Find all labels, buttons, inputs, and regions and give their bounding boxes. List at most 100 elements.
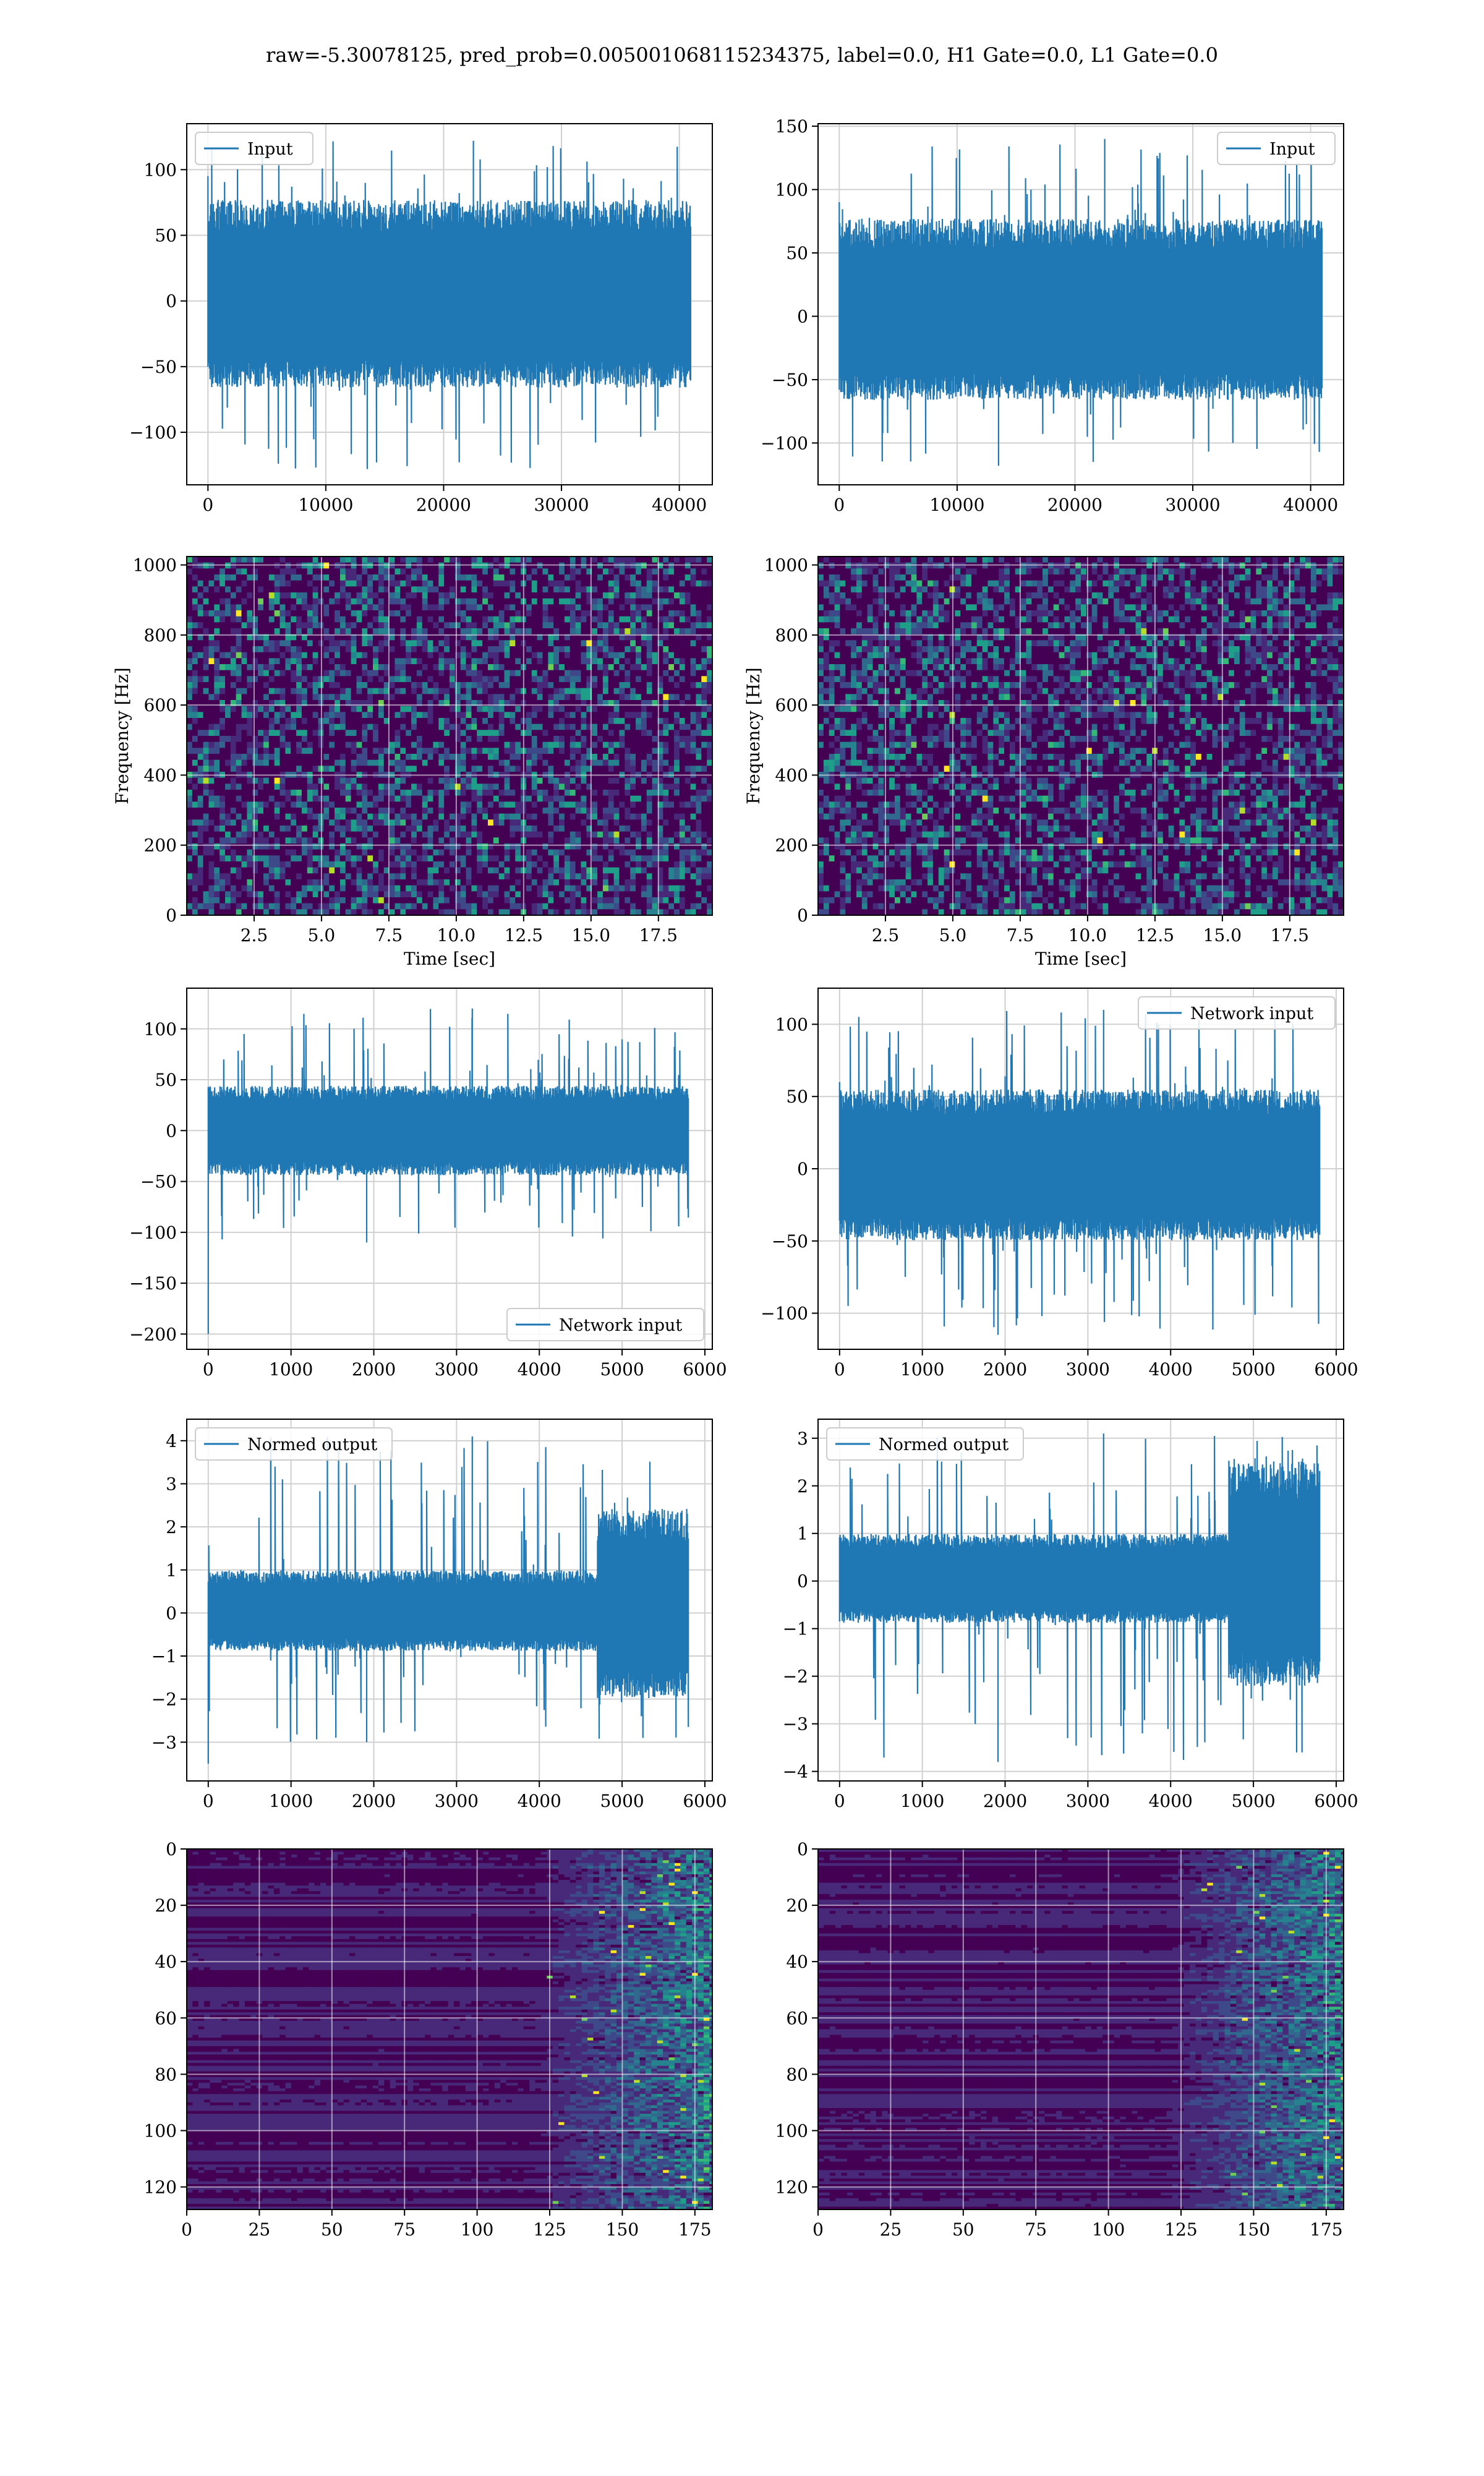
l1-network-input-xtick-label: 2000 (983, 1359, 1027, 1380)
l1-input-ytick-label: 150 (775, 116, 808, 137)
h1-normed-output-xtick-label: 1000 (269, 1791, 313, 1811)
l1-normed-output-ytick-label: −1 (783, 1619, 808, 1639)
h1-feature-map-ytick-label: 20 (155, 1895, 177, 1916)
l1-network-input-xtick-label: 4000 (1149, 1359, 1193, 1380)
h1-normed-output-xtick-label: 6000 (683, 1791, 727, 1811)
h1-feature-map-xtick-label: 100 (461, 2219, 493, 2240)
h1-network-input-xtick-label: 2000 (352, 1359, 396, 1380)
l1-spectrogram-xtick-label: 12.5 (1136, 925, 1174, 946)
h1-network-input-ytick-label: 50 (155, 1070, 177, 1090)
l1-network-input-ytick-label: −50 (772, 1231, 808, 1252)
l1-input-xtick-label: 0 (834, 495, 845, 515)
l1-network-input-ytick-label: −100 (761, 1304, 808, 1324)
h1-network-input-ytick-label: −150 (129, 1273, 177, 1294)
h1-feature-map-xtick-label: 150 (606, 2219, 639, 2240)
h1-normed-output-legend-label: Normed output (247, 1435, 377, 1454)
h1-network-input-xtick-label: 3000 (435, 1359, 479, 1380)
l1-feature-map-xtick-label: 0 (812, 2219, 824, 2240)
l1-network-input-ytick-label: 50 (786, 1086, 808, 1107)
l1-input-ytick-label: 0 (797, 306, 808, 327)
l1-network-input-ytick-label: 100 (775, 1014, 808, 1035)
l1-feature-map-ytick-label: 20 (786, 1895, 808, 1916)
l1-network-input-xtick-label: 0 (834, 1359, 845, 1380)
h1-normed-output-xtick-label: 4000 (518, 1791, 561, 1811)
l1-network-input-ytick-label: 0 (797, 1159, 808, 1179)
l1-spectrogram-xtick-label: 17.5 (1271, 925, 1309, 946)
h1-spectrogram-ytick-label: 800 (144, 625, 177, 646)
l1-spectrogram-xtick-label: 15.0 (1203, 925, 1242, 946)
l1-network-input-series-line (840, 1010, 1320, 1335)
h1-feature-map-xtick-label: 50 (321, 2219, 343, 2240)
l1-feature-map-xtick-label: 25 (880, 2219, 902, 2240)
l1-input-xtick-label: 30000 (1166, 495, 1221, 515)
h1-network-input-ytick-label: 100 (144, 1019, 177, 1039)
h1-normed-output-ytick-label: 4 (166, 1431, 177, 1451)
l1-normed-output-xtick-label: 2000 (983, 1791, 1027, 1811)
h1-normed-output-xtick-label: 3000 (435, 1791, 479, 1811)
h1-feature-map-ytick-label: 120 (144, 2177, 177, 2198)
l1-feature-map-image (818, 1849, 1347, 2210)
l1-feature-map-xtick-label: 75 (1025, 2219, 1047, 2240)
l1-spectrogram-ytick-label: 0 (797, 905, 808, 926)
h1-normed-output-ytick-label: −1 (151, 1646, 177, 1667)
h1-input-ytick-label: 50 (155, 226, 177, 246)
l1-spectrogram-ytick-label: 800 (775, 625, 808, 646)
h1-normed-output-ytick-label: 2 (166, 1517, 177, 1537)
l1-input-legend-label: Input (1269, 140, 1315, 159)
h1-input-legend: Input (195, 132, 313, 164)
l1-spectrogram-xtick-label: 5.0 (939, 925, 967, 946)
l1-input-xtick-label: 20000 (1047, 495, 1102, 515)
l1-feature-map-ytick-label: 60 (786, 2008, 808, 2028)
l1-spectrogram-xtick-label: 2.5 (872, 925, 900, 946)
l1-normed-output-xtick-label: 3000 (1066, 1791, 1110, 1811)
h1-spectrogram-ytick-label: 1000 (133, 555, 177, 576)
l1-input-xtick-label: 40000 (1283, 495, 1338, 515)
h1-feature-map-xtick-label: 25 (249, 2219, 271, 2240)
l1-input-series-line (839, 139, 1322, 466)
l1-normed-output-xtick-label: 1000 (900, 1791, 944, 1811)
l1-network-input-xtick-label: 3000 (1066, 1359, 1110, 1380)
l1-normed-output-ytick-label: −3 (783, 1714, 808, 1735)
h1-network-input-ytick-label: −50 (140, 1172, 177, 1192)
h1-spectrogram-xtick-label: 5.0 (308, 925, 336, 946)
l1-spectrogram-ytick-label: 600 (775, 695, 808, 715)
l1-feature-map-xtick-label: 175 (1310, 2219, 1342, 2240)
figure-suptitle: raw=-5.30078125, pred_prob=0.00500106811… (0, 43, 1484, 67)
l1-spectrogram-ytick-label: 1000 (764, 555, 808, 576)
l1-feature-map-ytick-label: 100 (775, 2120, 808, 2141)
h1-network-input-xtick-label: 5000 (600, 1359, 644, 1380)
l1-feature-map-ytick-label: 120 (775, 2177, 808, 2198)
h1-normed-output-series-line (208, 1437, 688, 1764)
l1-feature-map-xtick-label: 150 (1237, 2219, 1270, 2240)
l1-normed-output-xtick-label: 4000 (1149, 1791, 1193, 1811)
h1-network-input-xtick-label: 1000 (269, 1359, 313, 1380)
h1-feature-map-ytick-label: 0 (166, 1839, 177, 1859)
h1-spectrogram-xtick-label: 7.5 (375, 925, 403, 946)
h1-network-input-xtick-label: 4000 (518, 1359, 561, 1380)
h1-input-xtick-label: 0 (202, 495, 213, 515)
h1-spectrogram-ytick-label: 0 (166, 905, 177, 926)
h1-input-xtick-label: 20000 (416, 495, 471, 515)
l1-spectrogram-ytick-label: 200 (775, 835, 808, 856)
l1-normed-output-ytick-label: 1 (797, 1524, 808, 1544)
l1-spectrogram-ytick-label: 400 (775, 765, 808, 785)
h1-network-input-legend-label: Network input (559, 1316, 682, 1335)
l1-feature-map-xtick-label: 50 (952, 2219, 974, 2240)
h1-network-input-ytick-label: −100 (129, 1223, 177, 1243)
l1-feature-map-ytick-label: 0 (797, 1839, 808, 1859)
l1-spectrogram-xlabel: Time [sec] (1035, 949, 1127, 969)
l1-normed-output-legend-label: Normed output (879, 1435, 1009, 1454)
h1-feature-map-xtick-label: 175 (678, 2219, 711, 2240)
l1-input-ytick-label: −100 (761, 433, 808, 453)
h1-normed-output-ytick-label: −2 (151, 1689, 177, 1710)
h1-normed-output-ytick-label: 3 (166, 1474, 177, 1494)
h1-normed-output-legend: Normed output (195, 1428, 392, 1460)
l1-input-ytick-label: −50 (772, 370, 808, 390)
h1-network-input-xtick-label: 6000 (683, 1359, 727, 1380)
h1-network-input-ytick-label: 0 (166, 1121, 177, 1141)
